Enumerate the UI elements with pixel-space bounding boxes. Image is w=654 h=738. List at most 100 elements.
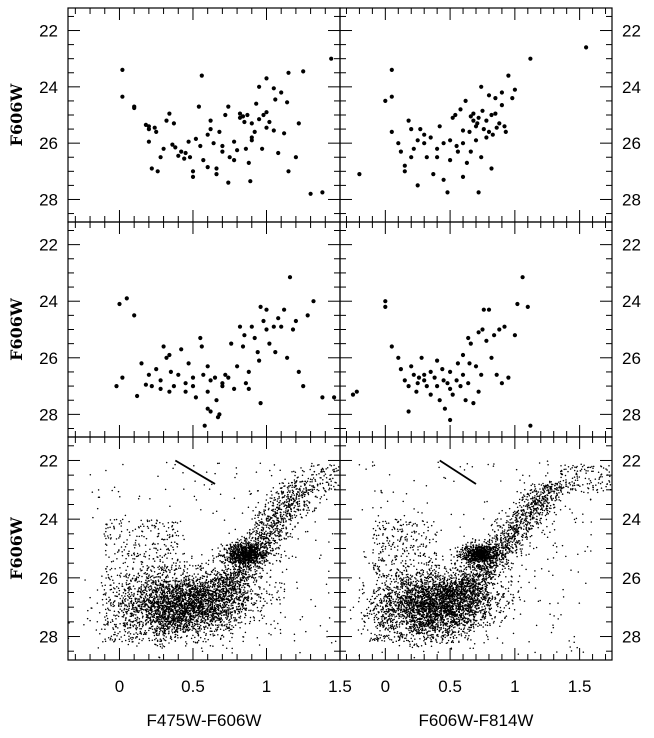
data-point — [145, 609, 148, 612]
data-point — [187, 583, 189, 586]
data-point — [184, 596, 187, 599]
data-point — [155, 551, 158, 554]
data-point — [104, 593, 106, 595]
data-point — [125, 616, 127, 619]
data-point — [118, 537, 120, 539]
data-point — [448, 386, 453, 391]
data-point — [157, 596, 159, 598]
data-point — [223, 621, 225, 623]
data-point — [135, 620, 138, 622]
data-point — [263, 615, 265, 617]
data-point — [207, 594, 210, 596]
data-point — [189, 620, 192, 622]
data-point — [195, 602, 198, 605]
data-point — [398, 367, 403, 372]
data-point — [276, 542, 278, 544]
data-point — [174, 595, 176, 598]
data-point — [270, 602, 273, 605]
data-point — [182, 156, 187, 161]
data-point — [146, 519, 149, 521]
data-point — [243, 381, 248, 386]
data-point — [129, 637, 132, 639]
data-point — [294, 505, 296, 507]
data-point — [264, 503, 267, 506]
data-point — [120, 572, 122, 575]
data-point — [151, 603, 154, 606]
data-point — [165, 545, 167, 547]
data-point — [415, 138, 420, 143]
data-point — [148, 588, 150, 590]
data-point — [201, 605, 203, 608]
data-point — [154, 586, 156, 588]
data-point — [187, 585, 190, 588]
data-point — [222, 602, 225, 604]
data-point — [140, 633, 143, 635]
data-point — [183, 616, 185, 618]
data-point — [468, 341, 473, 346]
data-point — [197, 616, 200, 618]
data-point — [263, 531, 266, 534]
data-point — [142, 584, 145, 586]
data-point — [146, 564, 148, 567]
data-point — [104, 619, 107, 621]
data-point — [106, 622, 109, 624]
data-point — [200, 647, 203, 649]
data-point — [205, 633, 207, 635]
data-point — [264, 513, 266, 516]
data-point — [228, 629, 230, 632]
data-point — [170, 568, 173, 570]
data-point — [431, 172, 436, 177]
data-point — [141, 639, 143, 642]
data-point — [293, 486, 296, 489]
data-point — [178, 604, 180, 606]
data-point — [112, 579, 114, 582]
data-point — [130, 580, 132, 582]
data-point — [221, 583, 224, 586]
data-point — [118, 638, 121, 640]
data-point — [141, 617, 144, 619]
data-point — [155, 630, 157, 632]
data-point — [490, 132, 495, 137]
data-point — [467, 129, 472, 134]
data-point — [123, 622, 125, 625]
data-point — [206, 576, 208, 578]
data-point — [183, 579, 185, 582]
data-point — [266, 523, 269, 525]
data-point — [158, 634, 160, 636]
data-point — [203, 582, 205, 584]
data-point — [152, 631, 154, 634]
data-point — [210, 592, 212, 595]
data-point — [108, 556, 110, 558]
data-point — [432, 375, 437, 380]
data-point — [211, 611, 214, 613]
data-point — [231, 628, 233, 631]
data-point — [191, 624, 194, 626]
data-point — [247, 575, 249, 578]
data-point — [128, 607, 130, 610]
data-point — [215, 574, 218, 576]
data-point — [254, 563, 256, 566]
data-point — [267, 508, 270, 511]
data-point — [176, 522, 179, 524]
data-point — [383, 304, 388, 309]
data-point — [261, 526, 263, 528]
data-point — [162, 610, 164, 612]
data-point — [276, 519, 278, 521]
data-point — [160, 600, 162, 602]
data-point — [174, 585, 177, 588]
data-point — [234, 610, 236, 612]
data-point — [150, 605, 152, 608]
data-point — [180, 579, 183, 581]
data-point — [214, 612, 217, 614]
data-point — [259, 600, 262, 602]
data-point — [171, 615, 173, 617]
data-point — [140, 620, 143, 623]
data-point — [238, 588, 241, 591]
data-point — [126, 610, 129, 613]
data-point — [293, 514, 296, 516]
data-point — [234, 584, 237, 587]
data-point — [383, 98, 388, 103]
data-point — [242, 600, 244, 603]
data-point — [275, 492, 277, 494]
data-point — [292, 492, 295, 495]
